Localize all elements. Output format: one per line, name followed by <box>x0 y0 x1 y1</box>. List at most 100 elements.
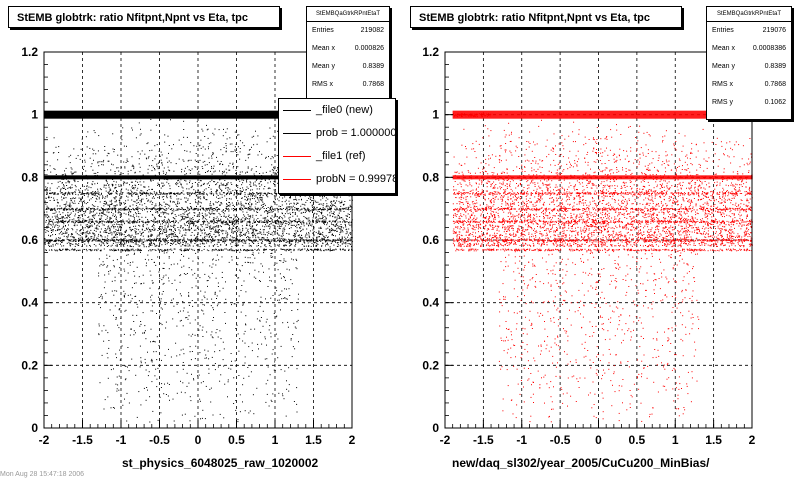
data-point <box>295 196 296 198</box>
data-point <box>93 205 95 207</box>
data-point <box>216 216 218 218</box>
data-point <box>152 202 154 204</box>
data-point <box>203 182 205 184</box>
data-point <box>54 199 55 201</box>
data-point <box>244 233 246 235</box>
data-point <box>282 218 284 220</box>
data-point <box>143 192 145 194</box>
data-point <box>196 145 198 147</box>
data-point <box>255 110 256 119</box>
data-point <box>81 242 83 243</box>
data-point <box>296 230 298 232</box>
data-point <box>175 110 176 119</box>
data-point <box>87 196 89 198</box>
data-point <box>233 209 235 211</box>
data-point <box>61 245 63 247</box>
data-point <box>324 223 325 225</box>
data-point <box>154 217 156 219</box>
data-point <box>134 192 136 194</box>
data-point <box>202 110 203 119</box>
data-point <box>141 228 143 230</box>
data-point <box>232 167 234 169</box>
data-point <box>118 210 120 212</box>
data-point <box>73 198 75 199</box>
data-point <box>124 232 126 233</box>
data-point <box>103 224 105 226</box>
data-point <box>83 232 85 234</box>
data-point <box>52 209 53 211</box>
data-point <box>235 110 236 119</box>
data-point <box>131 234 133 236</box>
data-point <box>310 197 312 198</box>
data-point <box>257 236 259 238</box>
data-point <box>259 231 261 233</box>
data-point <box>105 184 107 186</box>
data-point <box>173 201 175 203</box>
data-point <box>220 149 222 151</box>
data-point <box>223 213 225 215</box>
data-point <box>178 179 180 181</box>
data-point <box>183 129 185 130</box>
data-point <box>177 222 179 224</box>
data-point <box>63 235 65 237</box>
data-point <box>65 176 67 178</box>
data-point <box>124 242 126 244</box>
data-point <box>171 220 173 222</box>
data-point <box>96 225 98 227</box>
data-point <box>300 230 301 232</box>
data-point <box>261 243 263 244</box>
data-point <box>325 217 327 219</box>
data-point <box>277 171 279 173</box>
data-point <box>65 197 67 199</box>
data-point <box>345 208 347 210</box>
data-point <box>48 219 50 221</box>
data-point <box>142 192 144 194</box>
data-point <box>100 189 102 191</box>
data-point <box>178 110 179 119</box>
data-point <box>191 175 192 180</box>
data-point <box>154 158 156 160</box>
data-point <box>216 177 218 179</box>
data-point <box>112 215 114 217</box>
data-point <box>75 175 76 180</box>
data-point <box>190 110 191 119</box>
data-point <box>47 207 49 209</box>
data-point <box>230 175 231 180</box>
data-point <box>129 175 130 180</box>
data-point <box>222 178 224 180</box>
data-point <box>283 245 285 247</box>
data-point <box>208 235 210 237</box>
data-point <box>218 212 220 214</box>
data-point <box>193 225 195 227</box>
data-point <box>236 192 238 194</box>
data-point <box>104 214 106 215</box>
data-point <box>171 148 173 150</box>
data-point <box>326 210 328 212</box>
data-point <box>79 110 80 119</box>
data-point <box>246 200 248 201</box>
data-point <box>136 238 138 240</box>
data-point <box>311 204 313 206</box>
data-point <box>322 231 324 233</box>
data-point <box>197 234 198 236</box>
data-point <box>83 185 85 187</box>
data-point <box>222 212 224 213</box>
data-point <box>176 193 178 194</box>
data-point <box>227 223 229 225</box>
data-point <box>225 168 227 170</box>
data-point <box>86 235 88 237</box>
data-point <box>279 217 281 219</box>
data-point <box>273 241 275 243</box>
data-point <box>274 231 276 233</box>
data-point <box>350 206 352 208</box>
data-point <box>145 216 147 218</box>
data-point <box>255 230 257 232</box>
data-point <box>119 193 121 195</box>
data-point <box>239 175 240 180</box>
data-point <box>150 129 152 131</box>
data-point <box>313 239 315 241</box>
data-point <box>167 179 169 181</box>
data-point <box>133 225 135 227</box>
data-point <box>265 175 266 180</box>
data-point <box>309 241 311 243</box>
